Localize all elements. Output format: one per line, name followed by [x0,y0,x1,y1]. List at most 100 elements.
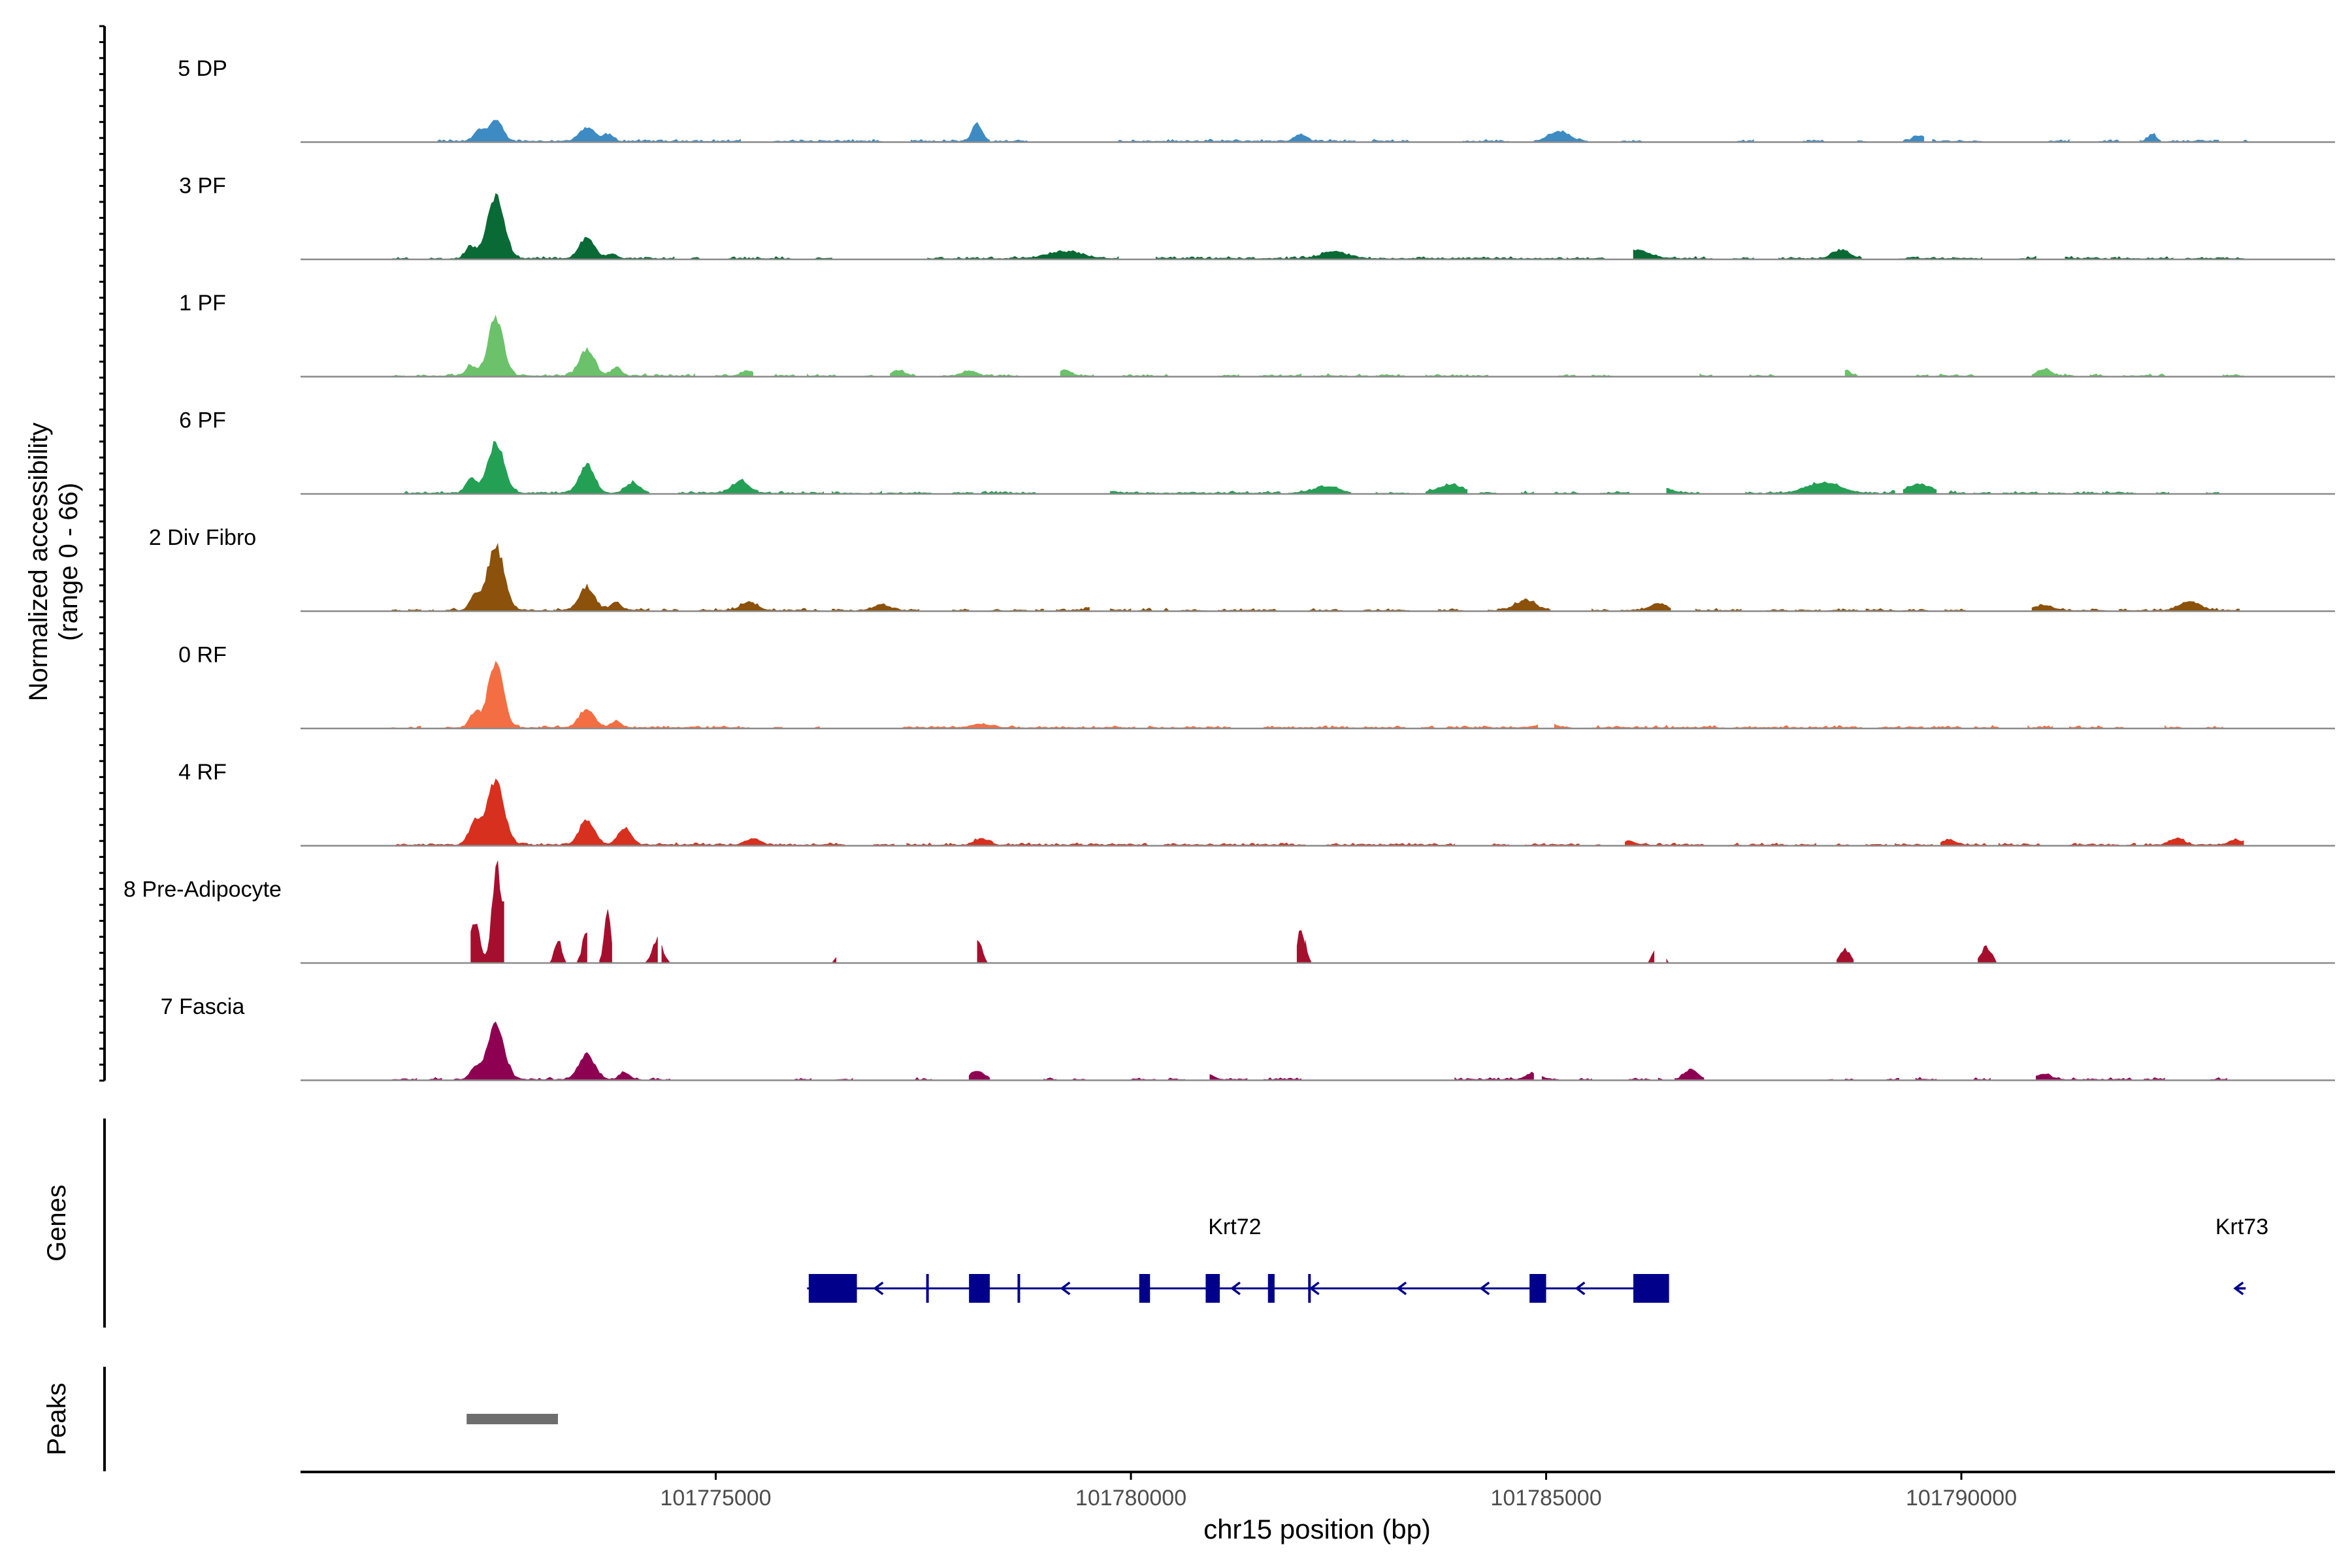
strand-arrow [2233,1281,2244,1296]
coverage-area [915,1077,932,1081]
track-7: 8 Pre-Adipocyte [123,860,2335,964]
gene-exon [969,1274,990,1303]
coverage-area [1766,481,1879,495]
coverage-area [1288,485,1352,495]
strand-arrow [1060,1281,1071,1296]
peak-region [466,1414,559,1424]
coverage-area [1903,135,1925,142]
coverage-area [678,478,824,495]
gene-name: Krt72 [1208,1215,1261,1239]
track-label: 8 Pre-Adipocyte [123,877,282,902]
strand-arrow [1396,1281,1407,1296]
coverage-area [1837,947,1854,964]
track-label: 6 PF [179,408,226,433]
track-3: 6 PF [179,408,2335,495]
track-label: 4 RF [178,760,227,785]
gene-exon [1205,1274,1220,1303]
coverage-area [857,603,920,612]
track-label: 3 PF [179,173,226,198]
coverage-tracks: 5 DP 3 PF 1 PF 6 PF 2 Div Fibro 0 RF 4 RF 8 Pre… [123,56,2335,1081]
gene-exon [1633,1274,1669,1303]
coverage-area [1620,603,1671,612]
x-axis-ticks: 101775000 101780000 101785000 101790000 [660,1472,2017,1511]
coverage-area [2140,133,2161,142]
coverage-area [1509,1071,1534,1081]
coverage-area [470,860,504,964]
gene-exon [1267,1274,1275,1303]
coverage-area [395,778,845,846]
coverage-area [1666,487,1700,495]
coverage-y-axis [99,25,106,1082]
coverage-area [910,122,990,142]
coverage-area [437,120,741,142]
coverage-area [1425,483,1468,495]
gene-0: Krt72 [807,1215,1669,1303]
track-label: 1 PF [179,291,226,316]
coverage-area [1778,248,1862,260]
gene-exon [1529,1274,1546,1303]
coverage-area [939,370,1019,377]
track-label: 5 DP [178,56,227,81]
gene-track: Krt72 Krt73 [807,1215,2268,1303]
coverage-area [1903,483,1937,495]
coverage-area [715,370,753,377]
coverage-area [927,250,1119,260]
coverage-area [574,932,587,964]
coverage-area [968,1071,990,1081]
track-8: 7 Fascia [161,994,2335,1081]
coverage-area [1060,369,1094,377]
coverage-area [2019,255,2036,260]
genes-panel-label: Genes [42,1184,71,1262]
coverage-area [1209,1074,1248,1081]
coverage-area [2144,837,2244,846]
coverage-y-axis-label: Normalized accessibility (range 0 - 66) [24,423,83,702]
strand-arrow [1479,1281,1490,1296]
track-label: 2 Div Fibro [149,525,256,550]
x-tick-label: 101775000 [660,1486,771,1511]
coverage-area [453,1021,642,1081]
track-6: 4 RF [178,760,2335,847]
gene-name: Krt73 [2215,1215,2268,1239]
x-axis-title: chr15 position (bp) [1203,1514,1431,1544]
gene-exon [808,1274,857,1303]
coverage-area [1625,840,1705,846]
gene-exon [1139,1274,1151,1303]
strand-arrow [1309,1281,1320,1296]
coverage-area [890,369,915,377]
coverage-area [1155,250,1563,260]
peak-track [466,1414,559,1424]
coverage-area [1554,723,1571,729]
strand-arrow [1575,1281,1586,1296]
coverage-area [2031,604,2107,612]
coverage-area [1533,130,1588,142]
track-2: 1 PF [179,291,2335,378]
track-0: 5 DP [178,56,2335,143]
coverage-area [1682,1068,1705,1081]
y-axis-label-line2: (range 0 - 66) [54,483,83,641]
track-1: 3 PF [179,173,2335,261]
y-axis-label-line1: Normalized accessibility [24,423,53,702]
peaks-panel-label: Peaks [42,1382,71,1455]
coverage-area [599,909,612,964]
track-label: 0 RF [178,642,227,667]
coverage-area [698,600,820,612]
coverage-area [1882,489,1895,495]
x-tick-label: 101790000 [1906,1486,2017,1511]
track-4: 2 Div Fibro [149,525,2335,612]
x-tick-label: 101780000 [1075,1486,1186,1511]
coverage-area [2152,601,2240,612]
coverage-area [553,583,650,612]
x-tick-label: 101785000 [1490,1486,1601,1511]
coverage-area [404,441,650,495]
coverage-area [1255,133,1356,142]
coverage-area [1488,598,1551,612]
track-5: 0 RF [178,642,2335,730]
coverage-area [1633,249,1712,260]
coverage-area [449,193,675,260]
strand-arrow [1230,1281,1241,1296]
track-label: 7 Fascia [161,994,245,1019]
coverage-area [416,314,695,377]
strand-arrow [873,1281,884,1296]
coverage-area [2031,367,2074,377]
